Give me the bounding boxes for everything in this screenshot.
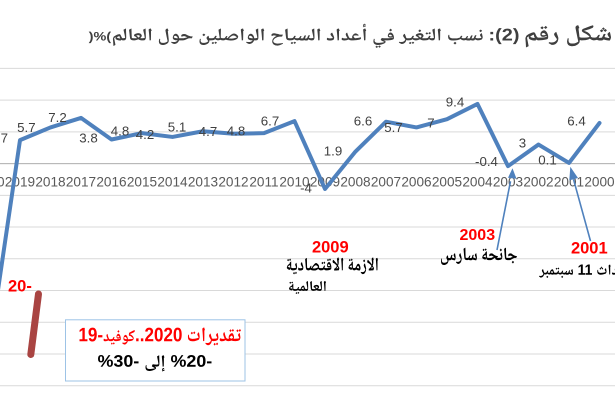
- svg-text:2007: 2007: [371, 175, 401, 190]
- svg-text:2010: 2010: [279, 175, 310, 190]
- svg-text:9.4: 9.4: [446, 95, 465, 110]
- svg-text:2014: 2014: [157, 175, 188, 190]
- svg-text:4.7: 4.7: [199, 124, 218, 139]
- svg-text:2005: 2005: [432, 175, 462, 190]
- svg-text:2008: 2008: [340, 175, 370, 190]
- svg-text:2012: 2012: [218, 175, 248, 190]
- svg-text:2017: 2017: [66, 175, 96, 190]
- svg-text:0.1: 0.1: [538, 153, 557, 168]
- svg-text:6.7: 6.7: [261, 114, 280, 129]
- svg-text:2003: 2003: [493, 175, 523, 190]
- svg-text:2011: 2011: [249, 175, 278, 190]
- svg-text:2018: 2018: [35, 175, 65, 190]
- svg-text:2003: 2003: [460, 227, 496, 244]
- svg-text:2002: 2002: [523, 175, 553, 190]
- svg-text:4.2: 4.2: [136, 127, 155, 142]
- svg-text:2015: 2015: [127, 175, 157, 190]
- svg-text:2016: 2016: [96, 175, 126, 190]
- svg-text:-4: -4: [300, 181, 312, 196]
- svg-text:5.7: 5.7: [384, 120, 403, 135]
- svg-text:5.1: 5.1: [168, 120, 187, 135]
- svg-text:20-: 20-: [8, 278, 32, 296]
- svg-text:2019: 2019: [5, 175, 35, 190]
- svg-text:3: 3: [519, 136, 526, 151]
- svg-text:6.4: 6.4: [567, 114, 586, 129]
- svg-text:6.6: 6.6: [354, 114, 373, 129]
- svg-text:2001: 2001: [571, 239, 608, 257]
- svg-text:2020: 2020: [0, 175, 5, 190]
- svg-text:3.8: 3.8: [79, 131, 98, 146]
- svg-text:2013: 2013: [188, 175, 218, 190]
- svg-text:7: 7: [427, 116, 434, 131]
- svg-text:2001: 2001: [554, 175, 584, 190]
- svg-text:4.8: 4.8: [227, 124, 246, 139]
- svg-text:3.7: 3.7: [0, 131, 8, 146]
- svg-text:-0.4: -0.4: [475, 154, 498, 169]
- svg-text:2009: 2009: [312, 238, 349, 256]
- svg-text:7.2: 7.2: [48, 110, 67, 125]
- svg-text:2004: 2004: [462, 175, 493, 190]
- svg-text:1.9: 1.9: [324, 144, 343, 159]
- svg-text:2006: 2006: [401, 175, 431, 190]
- svg-text:5.7: 5.7: [17, 120, 36, 135]
- svg-text:4.8: 4.8: [111, 124, 130, 139]
- svg-text:2000: 2000: [584, 175, 615, 190]
